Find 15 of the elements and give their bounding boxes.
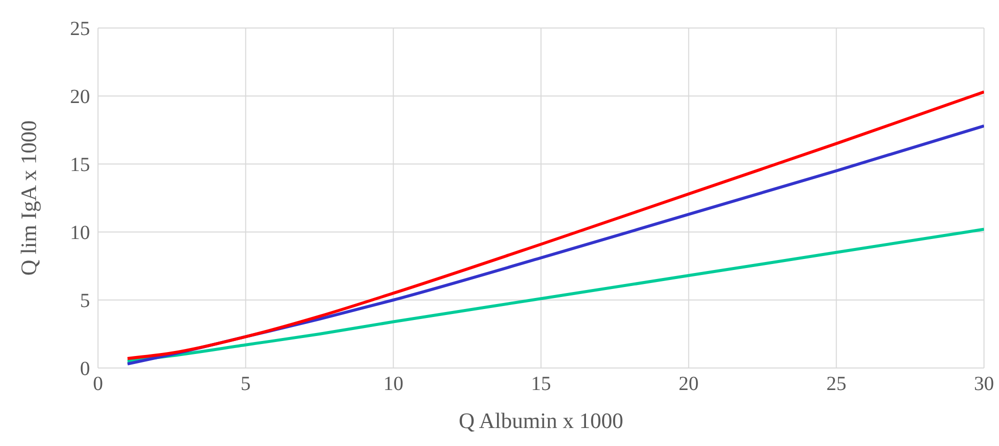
x-tick-label: 15 xyxy=(531,373,551,396)
y-tick-label: 5 xyxy=(80,290,90,312)
line-series xyxy=(126,228,984,363)
x-tick-label: 20 xyxy=(678,373,699,396)
x-tick-label: 10 xyxy=(383,373,404,396)
x-tick-label: 5 xyxy=(240,373,251,396)
y-tick-label: 15 xyxy=(70,154,90,176)
y-tick-label: 0 xyxy=(80,358,90,380)
y-tick-label: 25 xyxy=(70,18,90,40)
x-tick-label: 30 xyxy=(974,373,994,396)
y-tick-label: 20 xyxy=(70,86,90,108)
x-axis-title: Q Albumin x 1000 xyxy=(458,408,624,433)
y-tick-label: 10 xyxy=(70,222,90,244)
y-axis-title: Q lim IgA x 1000 xyxy=(16,120,41,276)
x-tick-label: 25 xyxy=(826,373,846,396)
